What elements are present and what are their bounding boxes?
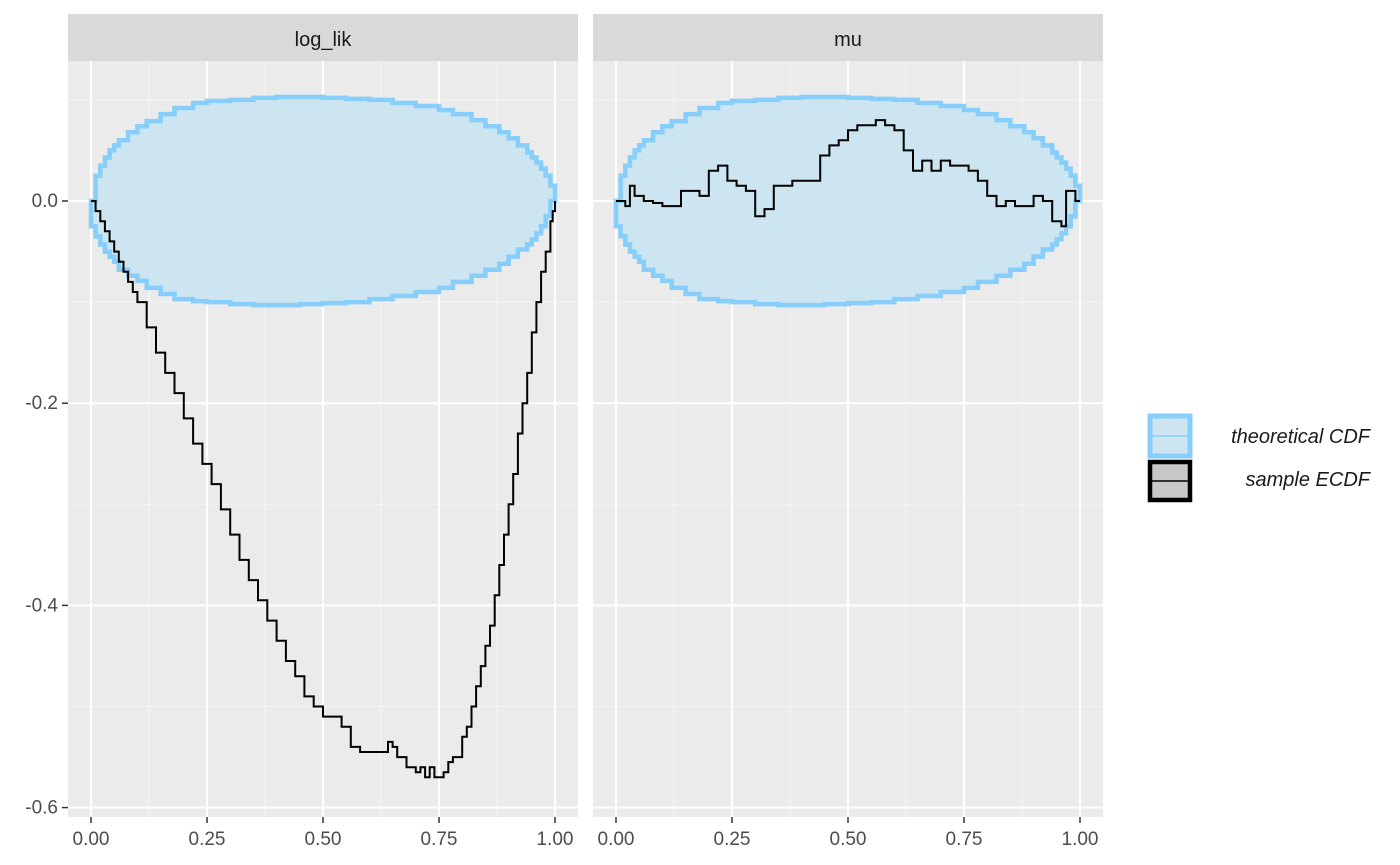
y-tick-label: -0.2 (25, 393, 58, 414)
x-tick-label: 0.75 (421, 829, 458, 850)
x-tick-label: 0.50 (830, 829, 867, 850)
strip-label-log_lik: log_lik (295, 29, 353, 51)
x-tick-label: 0.50 (305, 829, 342, 850)
facet-panels: log_lik 0.00 0.25 0.50 0.75 1.00 0.0 -0.2 -0.4 -0… (25, 14, 1103, 850)
x-tick-label: 1.00 (537, 829, 574, 850)
x-tick-label: 0.00 (598, 829, 635, 850)
legend-label-theoretical-cdf: theoretical CDF (1231, 426, 1372, 448)
x-tick-label: 1.00 (1062, 829, 1099, 850)
y-tick-label: 0.0 (32, 191, 58, 212)
strip-background (593, 14, 1103, 61)
theoretical-cdf-band-log_lik (88, 94, 558, 308)
facet-panel-log_lik: log_lik 0.00 0.25 0.50 0.75 1.00 0.0 -0.2 -0.4 -0… (25, 14, 578, 850)
legend-label-sample-ecdf: sample ECDF (1246, 469, 1372, 491)
x-tick-label: 0.25 (714, 829, 751, 850)
x-tick-label: 0.75 (946, 829, 983, 850)
sample-ecdf-line-mu (616, 119, 1080, 228)
y-tick-label: -0.4 (25, 595, 58, 616)
x-tick-label: 0.25 (189, 829, 226, 850)
facet-panel-mu: mu 0.00 0.25 0.50 0.75 1.00 (593, 14, 1103, 850)
strip-background (68, 14, 578, 61)
y-tick-label: -0.6 (25, 798, 58, 819)
strip-label-mu: mu (834, 29, 862, 51)
legend: theoretical CDF sample ECDF (1147, 413, 1372, 503)
sample-ecdf-line-log_lik (91, 200, 556, 779)
x-tick-label: 0.00 (73, 829, 110, 850)
